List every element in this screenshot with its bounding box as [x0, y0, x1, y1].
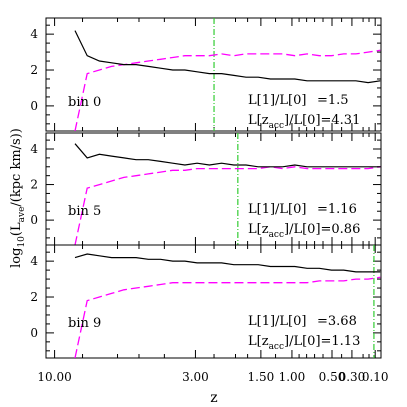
panel-curves: [74, 245, 381, 358]
y-tick-label: 2: [30, 290, 38, 304]
annotation-ratio: L[1]/L[0] =1.16: [248, 202, 357, 217]
panel-2: 0 2 4 bin 9 L[1]/L[0] =3.68 L[zacc]/L[0]=1.13: [30, 244, 382, 359]
y-tick-label: 4: [30, 142, 38, 156]
x-tick-label: 3.00: [182, 370, 209, 384]
bin-label: bin 9: [68, 316, 101, 331]
annotation-ratio: L[1]/L[0] =3.68: [248, 314, 357, 329]
panel-curves: [74, 133, 381, 245]
x-tick-label: 0.10: [362, 370, 389, 384]
series-magenta: [74, 166, 381, 245]
series-magenta: [74, 276, 381, 358]
x-tick-label: 1.00: [279, 370, 306, 384]
y-tick-label: 2: [30, 63, 38, 77]
y-tick-label: 2: [30, 178, 38, 192]
y-tick-label: 0: [30, 99, 38, 113]
annotation-zacc-ratio: L[zacc]/L[0]=0.86: [248, 222, 360, 240]
x-tick-label: 10.00: [37, 370, 71, 384]
series-black: [74, 30, 381, 84]
x-tick-label: 0.30: [339, 370, 366, 384]
x-tick-label: 1.50: [248, 370, 275, 384]
y-tick-label: 0: [30, 213, 38, 227]
panel-curves: [74, 18, 381, 131]
annotation-ratio: L[1]/L[0] =1.5: [248, 93, 349, 108]
series-black: [74, 143, 381, 168]
y-tick-label: 4: [30, 27, 38, 41]
y-axis-label: log10(Lave/(kpc km/s)): [9, 128, 27, 268]
annotation-zacc-ratio: L[zacc]/L[0]=1.13: [248, 334, 360, 352]
y-tick-label: 4: [30, 254, 38, 268]
panel-frame: [45, 244, 382, 359]
bin-label: bin 5: [68, 204, 101, 219]
series-black: [74, 253, 381, 273]
panel-1: 0 2 4 bin 5 L[1]/L[0] =1.16 L[zacc]/L[0]=0.86: [30, 132, 382, 246]
y-tick-label: 0: [30, 326, 38, 340]
x-tick-labels: 10.00 3.00 1.50 1.00 0.500.300.10: [37, 370, 388, 384]
x-tick-label: 0.50: [319, 370, 346, 384]
bin-label: bin 0: [68, 95, 101, 110]
x-axis-label: z: [210, 390, 217, 406]
panels: 0 2 4 bin 0 L[1]/L[0] =1.5 L[zacc]/L[0]=4.31 0 2…: [30, 17, 382, 359]
annotation-zacc-ratio: L[zacc]/L[0]=4.31: [248, 113, 360, 131]
panel-0: 0 2 4 bin 0 L[1]/L[0] =1.5 L[zacc]/L[0]=4.31: [30, 17, 382, 132]
